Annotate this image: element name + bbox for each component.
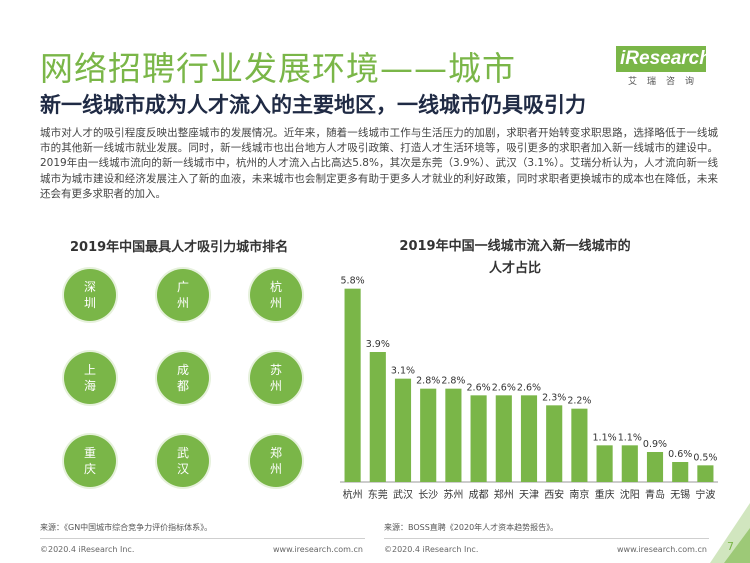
category-label: 青岛 xyxy=(645,488,665,501)
bar-沈阳 xyxy=(621,445,638,482)
category-label: 成都 xyxy=(469,489,489,501)
city-name-char: 武 xyxy=(176,446,189,460)
body-paragraph: 城市对人才的吸引程度反映出整座城市的发展情况。近年来，随着一线城市工作与生活压力… xyxy=(40,127,718,200)
bar-青岛 xyxy=(646,452,664,482)
category-label: 天津 xyxy=(519,489,539,501)
data-label: 0.9% xyxy=(643,439,667,450)
city-circle: 郑州 xyxy=(250,435,302,487)
category-label: 无锡 xyxy=(670,488,690,501)
ranking-title: 2019年中国最具人才吸引力城市排名 xyxy=(70,240,289,255)
data-label: 1.1% xyxy=(593,432,617,443)
bar-郑州 xyxy=(495,395,512,482)
city-name-char: 深 xyxy=(83,280,96,294)
city-name-char: 州 xyxy=(269,379,282,393)
bar-宁波 xyxy=(697,465,714,482)
category-label: 西安 xyxy=(544,488,564,501)
city-name-char: 广 xyxy=(176,280,189,294)
data-label: 2.6% xyxy=(517,382,541,393)
data-label: 3.9% xyxy=(366,339,390,350)
category-label: 郑州 xyxy=(494,488,514,501)
city-name-char: 郑 xyxy=(269,446,282,460)
city-name-char: 杭 xyxy=(269,280,282,294)
corner-decoration-icon xyxy=(710,503,750,563)
url-right[interactable]: www.iresearch.com.cn xyxy=(617,545,707,554)
data-label: 0.5% xyxy=(693,452,717,463)
chart-title-line-1: 2019年中国一线城市流入新一线城市的 xyxy=(399,239,631,254)
data-label: 2.8% xyxy=(416,376,440,387)
bar-苏州 xyxy=(445,388,462,482)
iresearch-logo: iResearch 艾瑞咨询 xyxy=(608,46,711,87)
city-circle: 武汉 xyxy=(157,435,209,487)
category-label: 沈阳 xyxy=(620,488,640,501)
footer-divider-left xyxy=(40,538,365,539)
bar-无锡 xyxy=(672,462,689,482)
category-label: 东莞 xyxy=(368,488,388,501)
url-left[interactable]: www.iresearch.com.cn xyxy=(273,545,363,554)
page-subtitle: 新一线城市成为人才流入的主要地区，一线城市仍具吸引力 xyxy=(40,93,586,117)
data-label: 3.1% xyxy=(391,366,415,377)
city-name-char: 州 xyxy=(269,296,282,310)
city-circle: 广州 xyxy=(157,269,209,321)
bar-东莞 xyxy=(369,352,386,482)
bar-西安 xyxy=(546,405,563,482)
copyright-right: ©2020.4 iResearch Inc. xyxy=(384,545,479,554)
category-label: 苏州 xyxy=(443,488,463,501)
data-label: 1.1% xyxy=(618,432,642,443)
page-number: 7 xyxy=(727,540,734,553)
data-label: 2.6% xyxy=(467,382,491,393)
bar-天津 xyxy=(520,395,538,482)
category-label: 杭州 xyxy=(343,488,363,501)
city-name-char: 都 xyxy=(176,379,189,393)
data-label: 2.6% xyxy=(492,382,516,393)
bar-南京 xyxy=(571,408,588,482)
logo-subtitle: 艾瑞咨询 xyxy=(628,77,705,87)
category-label: 宁波 xyxy=(695,488,715,501)
category-label: 武汉 xyxy=(393,488,413,501)
category-label: 长沙 xyxy=(418,489,438,501)
city-name-char: 州 xyxy=(176,296,189,310)
data-label: 2.8% xyxy=(441,376,465,387)
city-name-char: 重 xyxy=(83,446,96,460)
category-label: 南京 xyxy=(569,488,589,501)
city-circle: 深圳 xyxy=(64,269,116,321)
city-name-char: 庆 xyxy=(83,462,96,476)
chart-title: 2019年中国一线城市流入新一线城市的 人才占比 xyxy=(380,236,650,280)
logo-wordmark: iResearch xyxy=(616,46,711,72)
bar-成都 xyxy=(470,395,487,482)
bar-长沙 xyxy=(420,388,437,482)
bar-杭州 xyxy=(344,288,361,482)
city-circle: 成都 xyxy=(157,352,209,404)
data-label: 2.3% xyxy=(542,392,566,403)
chart-title-line-2: 人才占比 xyxy=(488,261,541,276)
city-circle: 重庆 xyxy=(64,435,116,487)
city-name-char: 成 xyxy=(176,363,189,377)
city-circle: 苏州 xyxy=(250,352,302,404)
city-name-char: 圳 xyxy=(83,296,96,310)
city-name-char: 上 xyxy=(83,363,96,377)
city-circle: 杭州 xyxy=(250,269,302,321)
city-name-char: 苏 xyxy=(269,363,282,377)
source-left: 来源：《GN中国城市综合竞争力评价指标体系》。 xyxy=(40,523,213,532)
bar-重庆 xyxy=(596,445,613,482)
category-label: 重庆 xyxy=(595,488,615,501)
city-name-char: 海 xyxy=(83,379,96,393)
city-name-char: 汉 xyxy=(176,462,189,476)
source-right: 来源：BOSS直聘《2020年人才资本趋势报告》。 xyxy=(384,523,559,532)
data-label: 0.6% xyxy=(668,449,692,460)
bar-武汉 xyxy=(394,378,412,482)
data-label: 5.8% xyxy=(341,276,365,287)
city-circle: 上海 xyxy=(64,352,116,404)
footer-divider-right xyxy=(384,538,709,539)
page-title: 网络招聘行业发展环境——城市 xyxy=(40,49,516,88)
data-label: 2.2% xyxy=(567,396,591,407)
copyright-left: ©2020.4 iResearch Inc. xyxy=(40,545,135,554)
city-name-char: 州 xyxy=(269,462,282,476)
